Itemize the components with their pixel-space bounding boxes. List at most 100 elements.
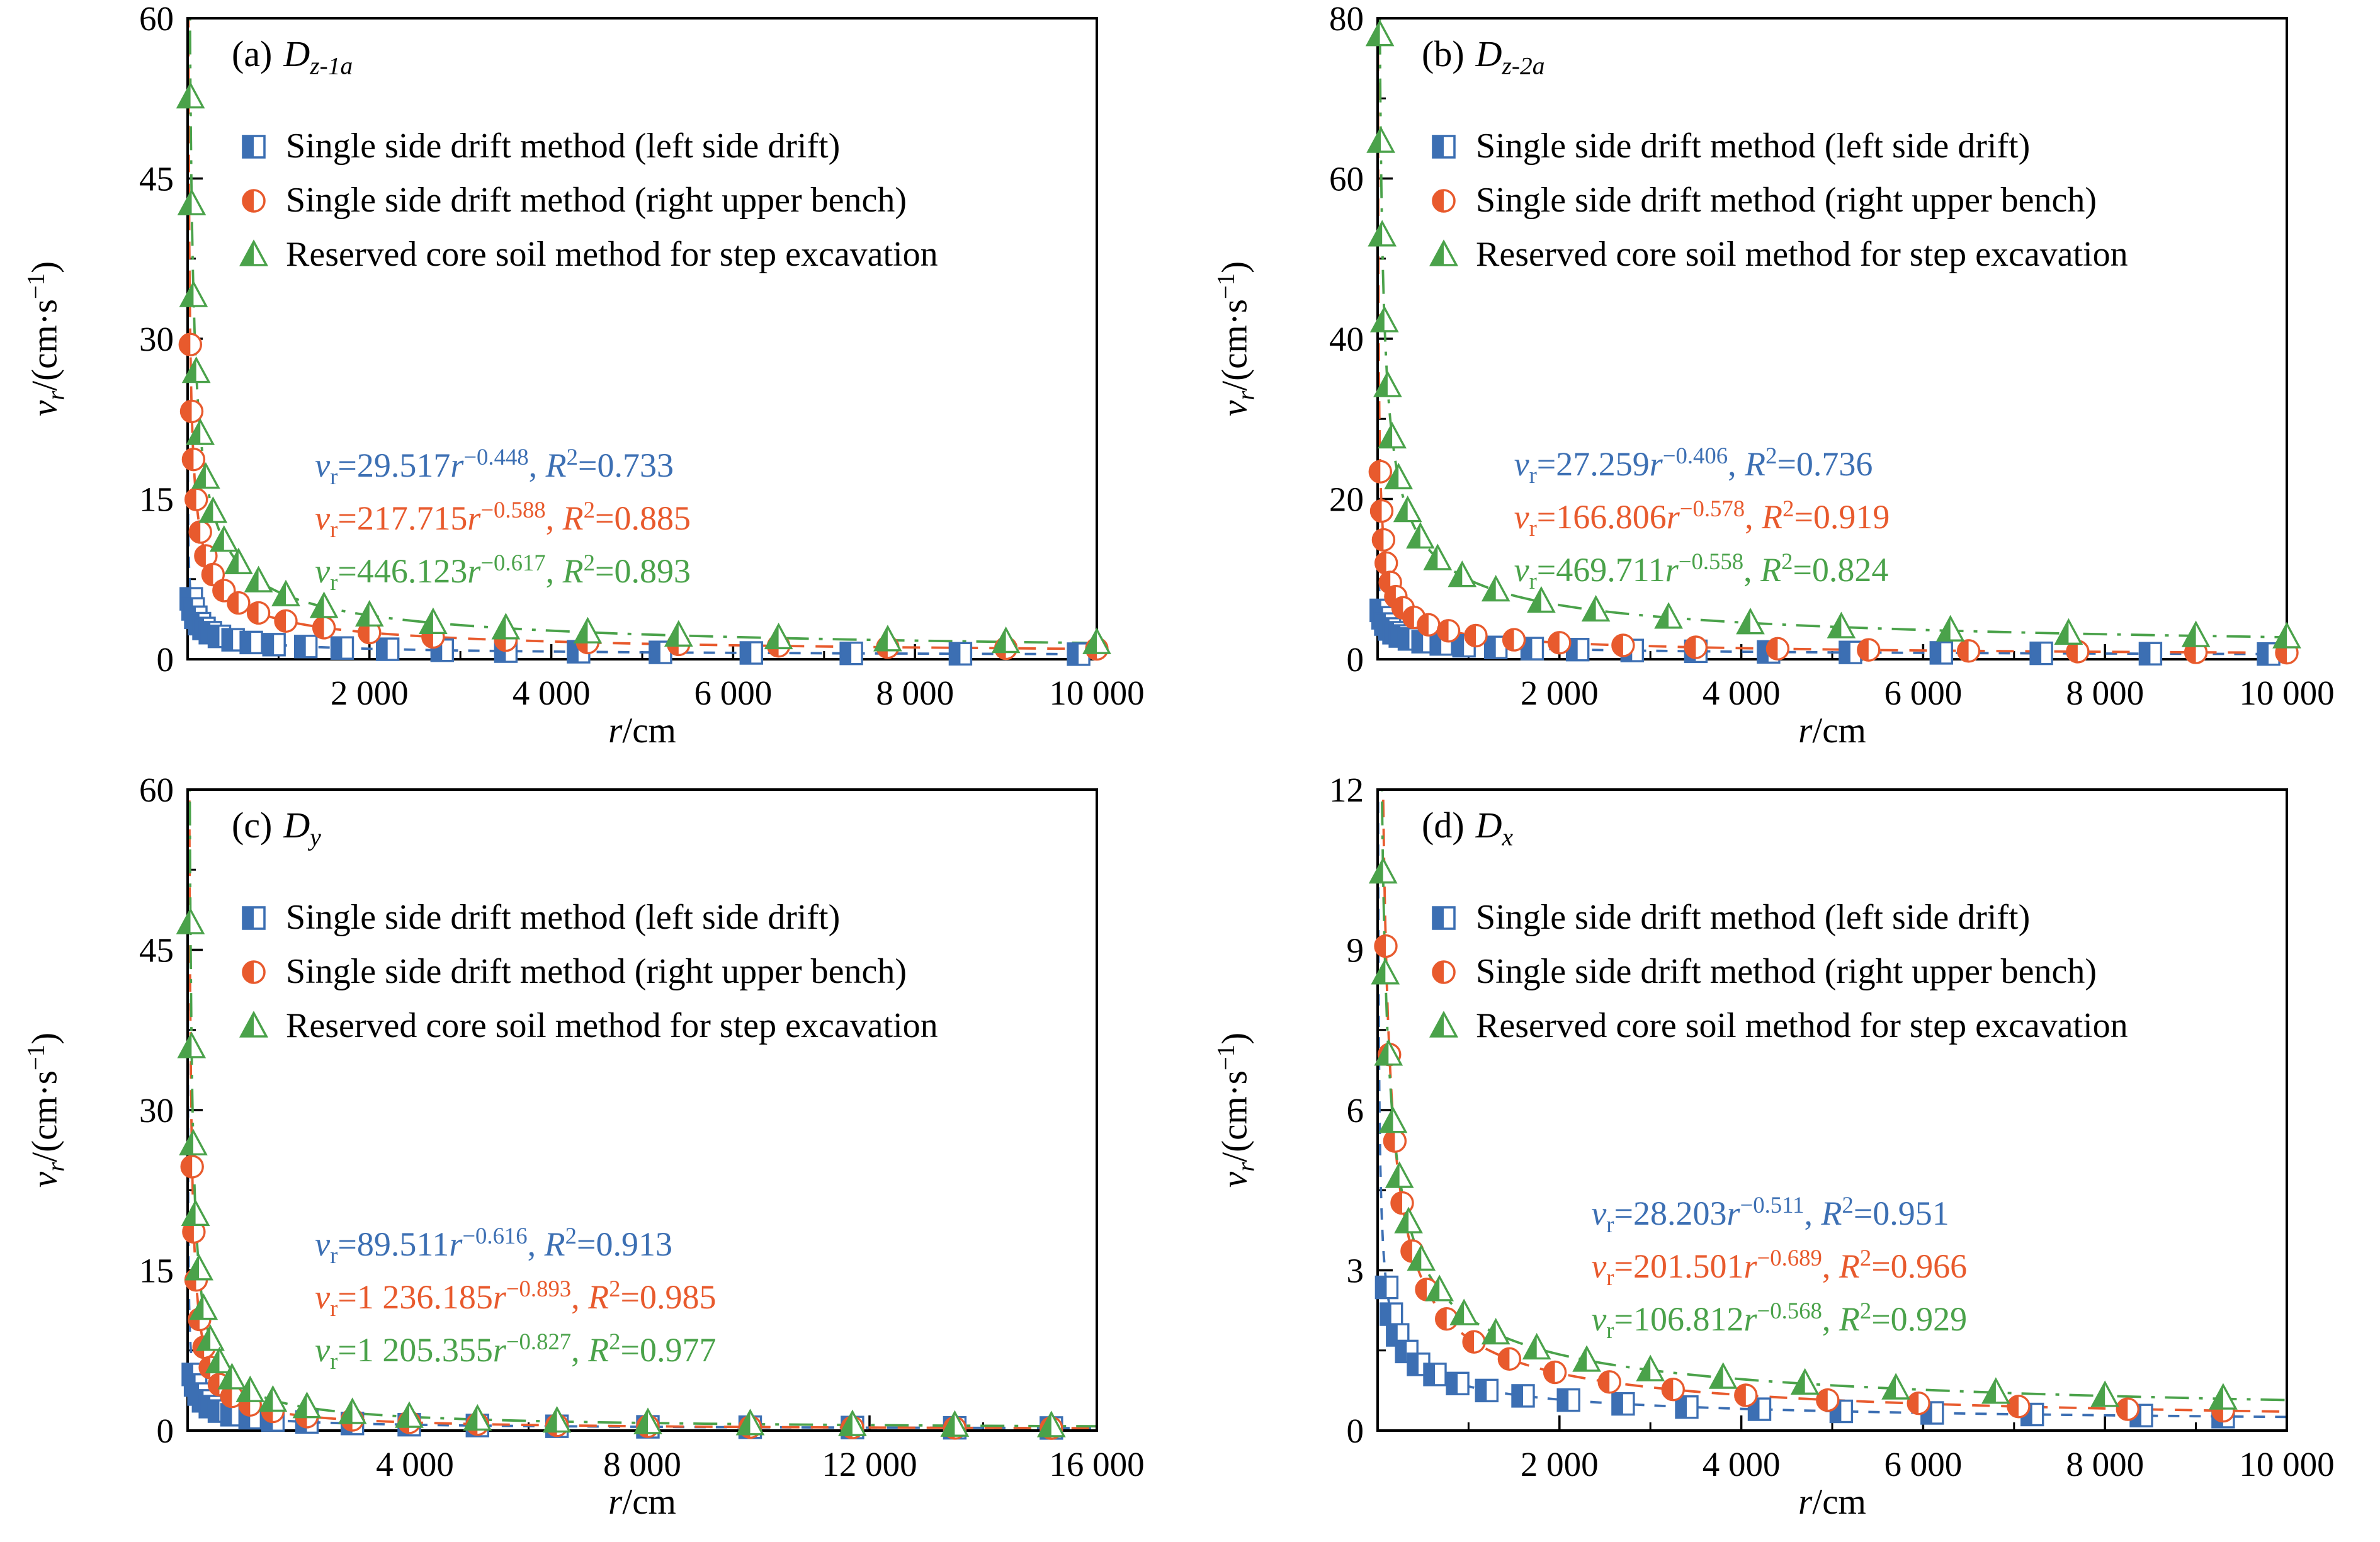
svg-text:10 000: 10 000 — [1049, 674, 1144, 712]
y-axis-sub: r — [42, 1162, 70, 1172]
panel-letter: (b) — [1422, 33, 1465, 74]
x-axis-var: r — [608, 1482, 623, 1522]
svg-text:45: 45 — [139, 931, 174, 969]
tick-labels: 2 000 4 000 6 000 8 000 10 000 0 20 40 60 80 — [1329, 0, 2335, 712]
legend-label: Single side drift method (right upper be… — [1476, 951, 2097, 991]
svg-text:4 000: 4 000 — [1703, 1445, 1781, 1483]
panel-letter: (a) — [232, 33, 273, 74]
y-axis-exp: −1 — [22, 1044, 50, 1070]
x-axis-units: /cm — [622, 1482, 676, 1522]
y-axis-units: /(cm·s — [25, 1070, 65, 1162]
legend: Single side drift method (left side drif… — [238, 897, 938, 1046]
legend-item: Reserved core soil method for step excav… — [238, 1006, 938, 1046]
svg-text:6 000: 6 000 — [1884, 1445, 1963, 1483]
panel-label: (d) Dx — [1422, 804, 1513, 852]
svg-text:4 000: 4 000 — [513, 674, 591, 712]
svg-text:40: 40 — [1329, 320, 1364, 358]
chart-panel: 4 000 8 000 12 000 16 000 0 15 30 45 60 vr/(cm·s… — [0, 771, 1190, 1542]
fit-equations: vr=29.517r−0.448, R2=0.733 vr=217.715r−0.… — [315, 431, 691, 595]
legend-label: Single side drift method (left side drif… — [286, 897, 841, 937]
panel-variable-sub: x — [1502, 823, 1514, 851]
fit-equations: vr=89.511r−0.616, R2=0.913 vr=1 236.185r−… — [315, 1210, 717, 1374]
y-axis-units: /(cm·s — [25, 299, 65, 391]
svg-text:9: 9 — [1347, 931, 1364, 969]
fit-equation: vr=27.259r−0.406, R2=0.736 — [1514, 443, 1873, 489]
y-axis-var: v — [25, 1171, 65, 1188]
x-axis-var: r — [1798, 1482, 1813, 1522]
chart-panel: 2 000 4 000 6 000 8 000 10 000 0 15 30 45 60 vr/(… — [0, 0, 1190, 771]
legend-label: Single side drift method (left side drif… — [1476, 897, 2031, 937]
chart-panel: 2 000 4 000 6 000 8 000 10 000 0 20 40 60 80 vr/(… — [1190, 0, 2380, 771]
y-axis-var: v — [1215, 1171, 1255, 1188]
svg-text:3: 3 — [1347, 1251, 1364, 1290]
legend-item: Single side drift method (left side drif… — [238, 126, 938, 166]
svg-text:0: 0 — [157, 640, 174, 679]
svg-text:0: 0 — [1347, 640, 1364, 679]
legend-item: Single side drift method (left side drif… — [1428, 897, 2128, 938]
square-marker-icon — [1432, 135, 1456, 159]
svg-text:60: 60 — [1329, 160, 1364, 198]
legend-item: Single side drift method (right upper be… — [1428, 180, 2128, 220]
fit-equation: vr=89.511r−0.616, R2=0.913 — [315, 1223, 672, 1268]
svg-text:15: 15 — [139, 480, 174, 519]
svg-text:4 000: 4 000 — [376, 1445, 454, 1483]
y-axis-close: ) — [1215, 1032, 1255, 1045]
y-axis-exp: −1 — [1212, 273, 1240, 300]
panel-label: (c) Dy — [232, 804, 321, 852]
legend-item: Single side drift method (left side drif… — [1428, 126, 2128, 166]
chart-panel: 2 000 4 000 6 000 8 000 10 000 0 3 6 9 12 vr/(cm·… — [1190, 771, 2380, 1542]
fit-equation: vr=1 236.185r−0.893, R2=0.985 — [315, 1276, 717, 1321]
y-axis-units: /(cm·s — [1215, 1070, 1255, 1162]
legend-item: Single side drift method (right upper be… — [1428, 951, 2128, 992]
axes-frame — [1376, 17, 2288, 660]
y-axis-close: ) — [25, 1032, 65, 1045]
legend-item: Single side drift method (right upper be… — [238, 180, 938, 220]
fit-equation: vr=1 205.355r−0.827, R2=0.977 — [315, 1329, 717, 1374]
panel-variable-sub: y — [310, 823, 321, 851]
circle-marker-icon — [1432, 189, 1456, 213]
triangle-marker-icon — [1429, 1010, 1459, 1038]
legend: Single side drift method (left side drif… — [1428, 897, 2128, 1046]
plot-canvas: 4 000 8 000 12 000 16 000 0 15 30 45 60 — [139, 771, 1145, 1483]
axes-frame — [1376, 788, 2288, 1432]
series-circle — [1368, 460, 2299, 665]
plot-canvas: 2 000 4 000 6 000 8 000 10 000 0 3 6 9 12 — [1329, 771, 2335, 1483]
tick-labels: 2 000 4 000 6 000 8 000 10 000 0 15 30 45 60 — [139, 0, 1145, 712]
fit-equation: vr=201.501r−0.689, R2=0.966 — [1591, 1245, 1968, 1290]
legend-label: Reserved core soil method for step excav… — [1476, 235, 2128, 274]
circle-marker-icon — [242, 189, 266, 213]
series-triangle — [1368, 856, 2238, 1410]
series-triangle — [176, 82, 1111, 654]
plot-canvas: 2 000 4 000 6 000 8 000 10 000 0 20 40 60 80 — [1329, 0, 2335, 712]
svg-text:4 000: 4 000 — [1703, 674, 1781, 712]
panel-letter: (d) — [1422, 804, 1465, 846]
y-axis-var: v — [25, 400, 65, 417]
legend-label: Single side drift method (right upper be… — [1476, 181, 2097, 220]
square-marker-icon — [242, 905, 266, 930]
circle-marker-icon — [242, 960, 266, 984]
panel-letter: (c) — [232, 804, 273, 846]
plot-canvas: 2 000 4 000 6 000 8 000 10 000 0 15 30 45 60 — [139, 0, 1145, 712]
y-axis-title: vr/(cm·s−1) — [1211, 1032, 1260, 1187]
x-axis-title: r/cm — [608, 1482, 676, 1522]
svg-text:8 000: 8 000 — [603, 1445, 681, 1483]
fit-equation: vr=106.812r−0.568, R2=0.929 — [1591, 1298, 1968, 1343]
panel-variable: D — [1475, 804, 1502, 846]
panel-variable-sub: z-1a — [310, 52, 353, 80]
fit-equation: vr=28.203r−0.511, R2=0.951 — [1591, 1192, 1949, 1237]
svg-text:20: 20 — [1329, 480, 1364, 519]
legend-label: Reserved core soil method for step excav… — [1476, 1006, 2128, 1045]
svg-text:6 000: 6 000 — [694, 674, 773, 712]
panel-variable: D — [1475, 33, 1502, 74]
legend: Single side drift method (left side drif… — [1428, 126, 2128, 275]
tick-labels: 2 000 4 000 6 000 8 000 10 000 0 3 6 9 12 — [1329, 771, 2335, 1483]
series-triangle — [176, 907, 1066, 1437]
fit-equation: vr=217.715r−0.588, R2=0.885 — [315, 497, 691, 543]
x-axis-var: r — [608, 711, 623, 751]
legend-item: Reserved core soil method for step excav… — [1428, 1006, 2128, 1046]
y-axis-units: /(cm·s — [1215, 299, 1255, 391]
svg-text:60: 60 — [139, 0, 174, 38]
svg-text:16 000: 16 000 — [1049, 1445, 1144, 1483]
tick-labels: 4 000 8 000 12 000 16 000 0 15 30 45 60 — [139, 771, 1145, 1483]
